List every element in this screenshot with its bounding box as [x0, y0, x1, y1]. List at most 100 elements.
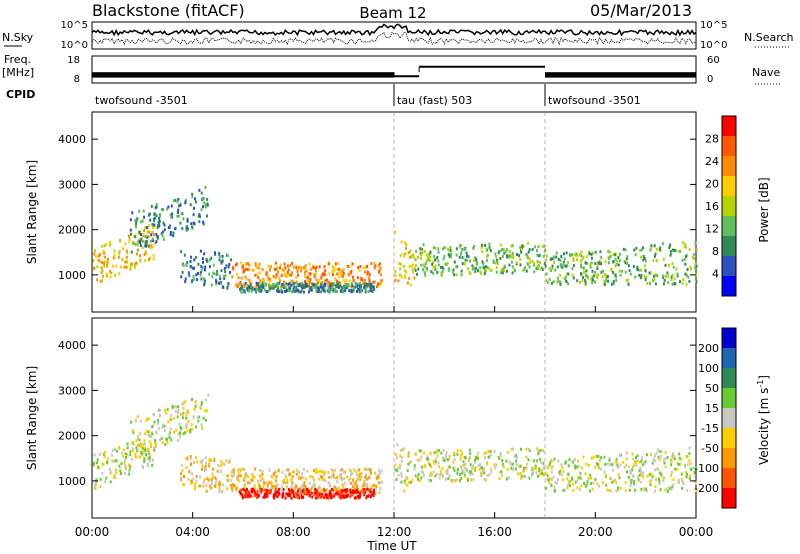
search-label: N.Search	[744, 31, 794, 44]
velocity-yticks: 4000 3000 2000 1000	[58, 339, 696, 488]
sky-noise-line	[91, 23, 697, 37]
colorbar-frame	[721, 327, 737, 509]
scatter-region-1	[129, 186, 209, 254]
scatter-region-0	[92, 430, 157, 490]
sky-panel-frame	[91, 21, 697, 50]
x-tick-label-2: 08:00	[276, 525, 311, 539]
colorbar-tick-2: 50	[705, 382, 719, 395]
sky-tick-bottom: 10^0	[61, 40, 88, 51]
colorbar-frame	[721, 115, 737, 297]
colorbar-tick-0: 200	[698, 342, 719, 355]
y-tick-label-2: 2000	[58, 430, 86, 443]
colorbar-swatch-4	[722, 196, 736, 217]
nave-tick-top: 60	[707, 55, 720, 66]
colorbar-swatch-0	[722, 116, 736, 137]
colorbar-swatch-1	[722, 348, 736, 369]
date-title: 05/Mar/2013	[590, 1, 692, 20]
scatter-region-6	[414, 447, 546, 483]
y-tick-label-1: 3000	[58, 178, 86, 191]
colorbar-tick-1: 100	[698, 362, 719, 375]
colorbar-swatch-3	[722, 388, 736, 409]
x-tick-label-0: 00:00	[75, 525, 110, 539]
colorbar-tick-6: -100	[694, 462, 719, 475]
beam-title: Beam 12	[359, 4, 426, 22]
power-ylabel: Slant Range [km]	[25, 160, 39, 264]
y-tick-label-3: 1000	[58, 269, 86, 282]
scatter-region-4	[239, 281, 376, 294]
station-title: Blackstone (fitACF)	[92, 1, 245, 20]
scatter-region-2	[180, 455, 232, 494]
freq-unit-label: [MHz]	[2, 66, 34, 79]
colorbar-swatch-6	[722, 448, 736, 469]
scatter-region-6	[414, 241, 547, 278]
power-colorbar-label: Power [dB]	[757, 177, 771, 242]
power-data	[92, 112, 698, 312]
colorbar-swatch-5	[722, 428, 736, 449]
colorbar-tick-0: 28	[705, 133, 719, 146]
freq-block-3	[545, 72, 696, 78]
y-tick-label-3: 1000	[58, 475, 86, 488]
velocity-colorbar: 200 100 50 15 -15 -50 -100 -200	[694, 327, 737, 509]
y-tick-label-0: 4000	[58, 133, 86, 146]
x-axis-ticks: 00:00 04:00 08:00 12:00 16:00 20:00 00:00	[75, 306, 714, 539]
freq-tick-top: 18	[67, 55, 80, 66]
colorbar-tick-1: 24	[705, 155, 719, 168]
power-colorbar: 28 24 20 16 12 8 4	[705, 115, 737, 297]
sky-tick-top: 10^5	[61, 20, 88, 31]
freq-block-0	[92, 72, 394, 78]
colorbar-tick-5: 8	[712, 245, 719, 258]
scatter-region-2	[180, 249, 232, 290]
x-tick-label-5: 20:00	[578, 525, 613, 539]
colorbar-swatch-1	[722, 136, 736, 157]
search-noise-line	[91, 31, 697, 46]
colorbar-swatch-6	[722, 236, 736, 257]
velocity-ylabel: Slant Range [km]	[25, 366, 39, 470]
colorbar-swatch-7	[722, 256, 736, 277]
cpid-segment-1: tau (fast) 503	[397, 94, 472, 107]
x-tick-label-4: 16:00	[477, 525, 512, 539]
colorbar-swatch-3	[722, 176, 736, 197]
colorbar-swatch-2	[722, 156, 736, 177]
colorbar-tick-6: 4	[712, 268, 719, 281]
y-tick-label-0: 4000	[58, 339, 86, 352]
x-axis-label: Time UT	[366, 539, 417, 553]
colorbar-swatch-2	[722, 368, 736, 389]
sky-series	[91, 23, 697, 46]
nave-tick-bottom: 0	[707, 74, 713, 85]
colorbar-tick-7: -200	[694, 482, 719, 495]
colorbar-swatch-7	[722, 468, 736, 489]
y-tick-label-1: 3000	[58, 384, 86, 397]
scatter-region-7	[545, 446, 698, 493]
velocity-colorbar-label: Velocity [m s-1]	[756, 375, 771, 465]
freq-tick-bottom: 8	[74, 74, 80, 85]
colorbar-tick-4: -15	[701, 422, 719, 435]
y-tick-label-2: 2000	[58, 224, 86, 237]
colorbar-tick-5: -50	[701, 442, 719, 455]
scatter-region-7	[545, 241, 698, 287]
scatter-region-5	[394, 443, 416, 493]
colorbar-tick-2: 20	[705, 178, 719, 191]
x-tick-label-1: 04:00	[175, 525, 210, 539]
colorbar-swatch-0	[722, 328, 736, 349]
colorbar-tick-4: 12	[705, 223, 719, 236]
scatter-region-4	[238, 487, 376, 500]
freq-label: Freq.	[4, 53, 31, 66]
sky-label: N.Sky	[2, 31, 34, 44]
search-tick-bottom: 10^0	[700, 40, 727, 51]
cpid-segment-2: twofsound -3501	[548, 94, 641, 107]
cpid-segment-0: twofsound -3501	[95, 94, 188, 107]
colorbar-tick-3: 15	[705, 402, 719, 415]
power-yticks: 4000 3000 2000 1000	[58, 133, 696, 282]
search-tick-top: 10^5	[700, 20, 727, 31]
freq-series	[92, 65, 696, 78]
nave-label: Nave	[752, 66, 780, 79]
scatter-region-0	[92, 224, 157, 283]
velocity-data	[92, 318, 698, 518]
freq-panel-frame	[91, 55, 697, 84]
x-tick-label-6: 00:00	[679, 525, 714, 539]
colorbar-swatch-5	[722, 216, 736, 237]
colorbar-swatch-8	[722, 276, 736, 297]
scatter-region-5	[394, 230, 416, 287]
cpid-label: CPID	[6, 88, 35, 101]
